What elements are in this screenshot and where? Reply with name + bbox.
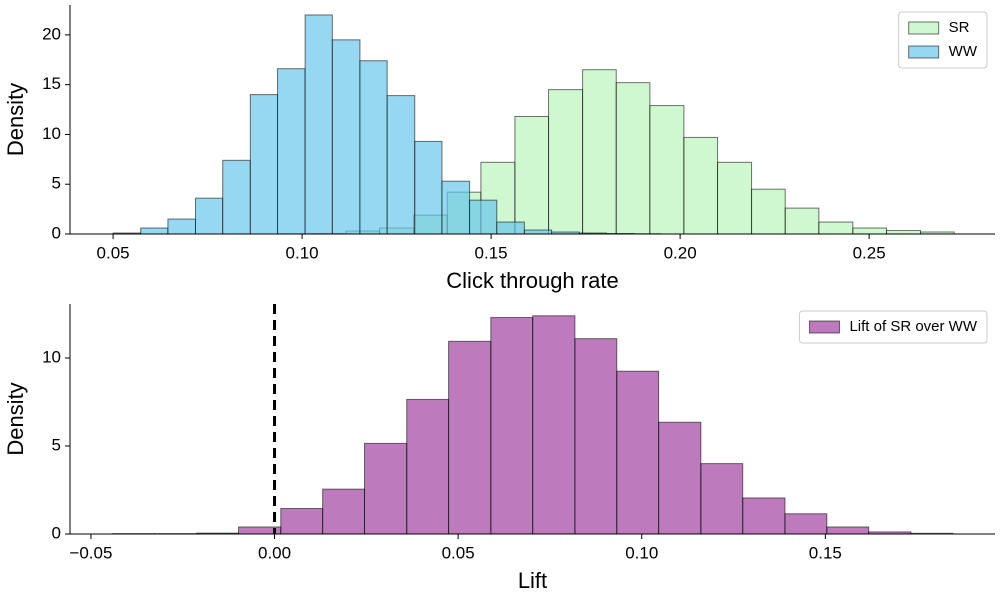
bar	[195, 197, 224, 235]
bar	[649, 105, 685, 235]
bar	[222, 159, 251, 235]
y-axis-label: Density	[3, 382, 28, 455]
bar	[441, 180, 471, 235]
legend: Lift of SR over WW	[798, 310, 988, 344]
bar	[742, 497, 786, 535]
bar	[658, 421, 702, 535]
bar	[167, 218, 197, 235]
x-tick-label: 0.05	[97, 243, 130, 262]
bar	[331, 39, 361, 235]
y-tick-label: 15	[42, 74, 61, 93]
bar	[364, 442, 408, 535]
x-tick-label: 0.15	[475, 243, 508, 262]
bar	[818, 221, 854, 235]
bar	[514, 116, 550, 235]
bar	[277, 68, 306, 235]
x-tick-label: −0.05	[69, 543, 112, 562]
bar	[469, 199, 498, 235]
subplot: −0.05 0.00 0.05 0.10 0.15 0 5 10 Lift Density Lift…	[3, 304, 995, 593]
bar	[448, 340, 492, 535]
bar	[548, 89, 584, 235]
subplot: 0.05 0.10 0.15 0.20 0.25 0 5 10 15 20 Click throug…	[3, 5, 995, 293]
bar	[886, 230, 922, 235]
y-tick-label: 10	[42, 124, 61, 143]
legend-label: SR	[949, 19, 970, 36]
bar	[683, 136, 719, 235]
legend-swatch	[908, 21, 940, 35]
y-tick-label: 0	[52, 223, 61, 242]
bar	[532, 315, 576, 535]
bar	[322, 488, 366, 535]
bar	[582, 69, 617, 235]
y-tick-label: 10	[42, 348, 61, 367]
y-tick-label: 5	[52, 174, 61, 193]
bar	[700, 463, 744, 535]
legend-swatch	[808, 320, 840, 334]
y-axis-label: Density	[3, 83, 28, 156]
bar	[386, 95, 416, 235]
bar	[359, 60, 388, 235]
x-axis-label: Click through rate	[446, 268, 618, 293]
bar	[249, 94, 279, 235]
bar	[414, 140, 443, 235]
x-axis-label: Lift	[518, 568, 547, 593]
bar	[280, 507, 324, 535]
bar	[523, 229, 553, 235]
bar	[615, 82, 651, 235]
bar	[140, 227, 169, 235]
x-tick-label: 0.10	[625, 543, 658, 562]
bar	[490, 317, 534, 535]
y-tick-label: 0	[52, 523, 61, 542]
legend: SR WW	[898, 11, 988, 69]
bar	[304, 14, 333, 235]
bar	[496, 221, 525, 235]
bar	[852, 227, 888, 235]
bar	[826, 526, 870, 535]
bar	[717, 161, 753, 235]
bar	[616, 370, 660, 535]
legend-swatch	[908, 45, 940, 59]
y-tick-label: 20	[42, 24, 61, 43]
bar	[574, 338, 618, 535]
x-tick-label: 0.15	[809, 543, 842, 562]
bar	[784, 513, 828, 535]
bar	[751, 188, 786, 235]
x-tick-label: 0.25	[853, 243, 886, 262]
bar	[406, 398, 450, 535]
legend-label: Lift of SR over WW	[849, 318, 977, 335]
x-tick-label: 0.20	[664, 243, 697, 262]
x-tick-label: 0.05	[442, 543, 475, 562]
bar	[784, 207, 820, 235]
x-tick-label: 0.10	[286, 243, 319, 262]
x-tick-label: 0.00	[258, 543, 291, 562]
legend-frame	[798, 310, 988, 344]
legend-label: WW	[949, 43, 978, 60]
y-tick-label: 5	[52, 435, 61, 454]
